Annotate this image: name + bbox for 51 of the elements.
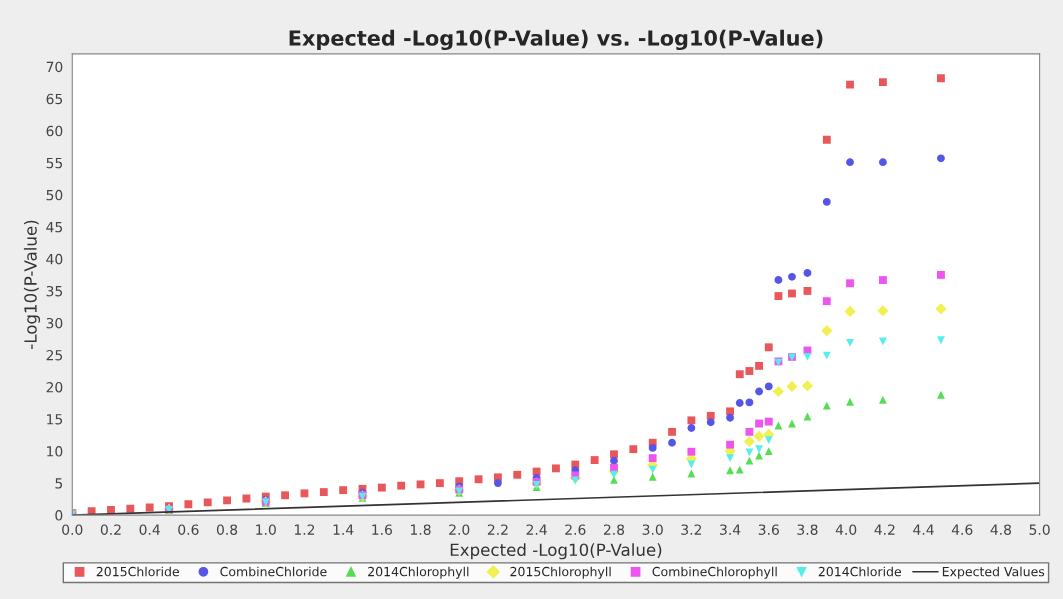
legend-label: 2015Chlorophyll	[510, 566, 611, 579]
x-tick-label: 4.0	[835, 524, 857, 535]
y-tick-label: 40	[46, 253, 63, 265]
x-tick-label: 3.8	[797, 524, 818, 535]
x-tick-label: 4.6	[951, 524, 973, 535]
y-tick-label: 55	[46, 157, 63, 169]
x-tick-label: 5.0	[1029, 524, 1050, 535]
x-tick-label: 2.6	[565, 524, 586, 535]
legend-label: 2015Chloride	[96, 566, 179, 577]
y-tick-label: 45	[46, 222, 63, 233]
legend-label: 2014Chlorophyll	[368, 566, 469, 579]
x-tick-label: 2.0	[449, 524, 470, 535]
x-tick-label: 4.4	[913, 524, 934, 535]
x-tick-label: 0.2	[100, 524, 121, 535]
legend-label: CombineChloride	[220, 566, 327, 577]
x-tick-label: 3.6	[758, 524, 779, 535]
y-tick-label: 20	[46, 381, 63, 393]
y-axis-title: -Log10(P-Value)	[23, 220, 41, 349]
x-tick-label: 0.6	[178, 524, 199, 535]
y-tick-label: 70	[46, 61, 63, 73]
x-axis-title: Expected -Log10(P-Value)	[450, 543, 662, 560]
x-tick-label: 4.2	[874, 524, 895, 535]
x-tick-label: 3.4	[720, 524, 741, 535]
x-tick-label: 2.8	[603, 524, 625, 535]
legend-label: CombineChlorophyll	[652, 566, 777, 579]
x-tick-label: 1.2	[294, 524, 315, 535]
x-tick-label: 0.0	[62, 524, 83, 535]
legend-label: 2014Chloride	[818, 566, 902, 577]
y-tick-label: 5	[55, 478, 63, 489]
y-tick-label: 50	[46, 189, 63, 201]
y-tick-label: 25	[46, 349, 63, 361]
x-tick-label: 3.2	[681, 524, 702, 535]
y-tick-label: 15	[47, 414, 63, 425]
y-tick-label: 65	[46, 93, 63, 105]
x-tick-label: 3.0	[642, 524, 663, 535]
y-tick-label: 30	[46, 317, 63, 329]
x-tick-label: 2.2	[487, 524, 508, 535]
chart-title: Expected -Log10(P-Value) vs. -Log10(P-Value)	[289, 29, 823, 51]
y-tick-label: 10	[47, 446, 63, 457]
y-tick-label: 0	[55, 510, 63, 521]
x-tick-label: 2.4	[526, 524, 547, 535]
x-tick-label: 0.8	[216, 524, 238, 535]
legend-label: Expected Values	[942, 566, 1045, 579]
x-tick-label: 1.6	[372, 524, 392, 535]
y-tick-label: 60	[46, 125, 63, 137]
x-tick-label: 1.4	[333, 524, 354, 535]
x-tick-label: 4.8	[990, 524, 1012, 535]
y-tick-label: 35	[46, 285, 63, 297]
x-tick-label: 1.0	[256, 524, 276, 535]
x-tick-label: 1.8	[411, 524, 431, 535]
x-tick-label: 0.4	[139, 524, 160, 535]
